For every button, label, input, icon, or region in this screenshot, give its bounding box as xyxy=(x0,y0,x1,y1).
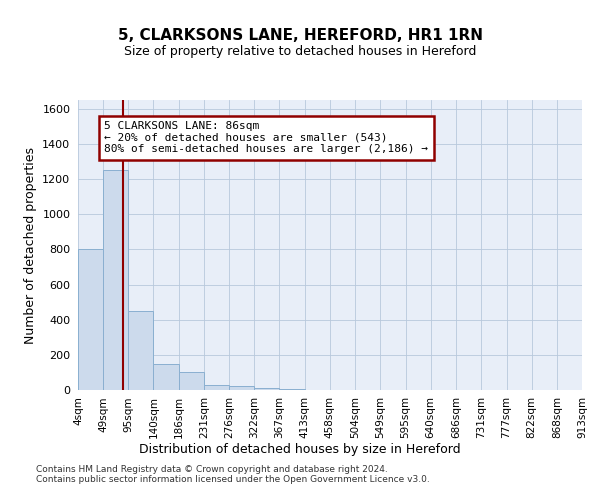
Text: Contains HM Land Registry data © Crown copyright and database right 2024.: Contains HM Land Registry data © Crown c… xyxy=(36,466,388,474)
Bar xyxy=(254,388,279,390)
Text: Distribution of detached houses by size in Hereford: Distribution of detached houses by size … xyxy=(139,442,461,456)
Text: Size of property relative to detached houses in Hereford: Size of property relative to detached ho… xyxy=(124,44,476,58)
Text: Contains public sector information licensed under the Open Government Licence v3: Contains public sector information licen… xyxy=(36,476,430,484)
Bar xyxy=(204,384,229,390)
Bar xyxy=(179,372,204,390)
Bar xyxy=(78,250,103,390)
Bar xyxy=(128,311,154,390)
Bar xyxy=(103,170,128,390)
Bar xyxy=(154,364,179,390)
Text: 5 CLARKSONS LANE: 86sqm
← 20% of detached houses are smaller (543)
80% of semi-d: 5 CLARKSONS LANE: 86sqm ← 20% of detache… xyxy=(104,121,428,154)
Bar xyxy=(279,389,305,390)
Y-axis label: Number of detached properties: Number of detached properties xyxy=(23,146,37,344)
Bar xyxy=(229,386,254,390)
Text: 5, CLARKSONS LANE, HEREFORD, HR1 1RN: 5, CLARKSONS LANE, HEREFORD, HR1 1RN xyxy=(118,28,482,42)
